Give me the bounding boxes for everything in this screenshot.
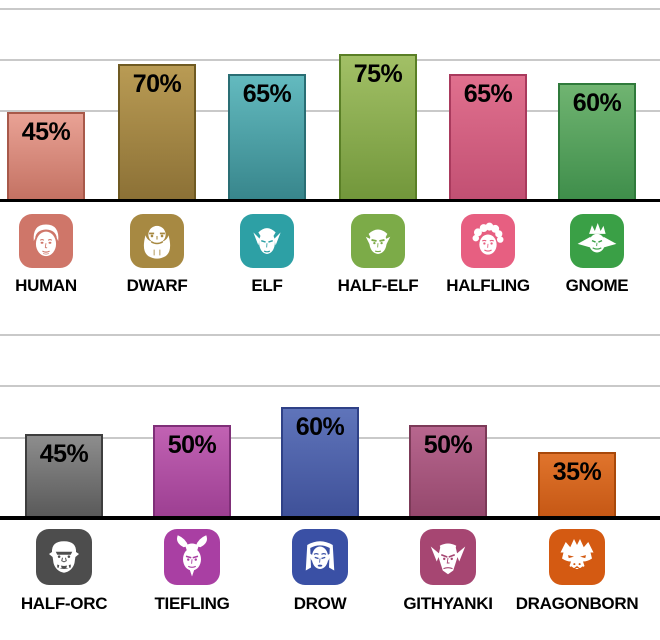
figure-githyanki: GITHYANKI bbox=[384, 529, 512, 614]
halfling-icon bbox=[461, 214, 515, 268]
figure-gnome: GNOME bbox=[542, 214, 652, 296]
gridline bbox=[0, 59, 660, 61]
dragonborn-icon bbox=[549, 529, 605, 585]
bar-value-label: 70% bbox=[132, 70, 182, 98]
race-label-dragonborn: DRAGONBORN bbox=[515, 594, 639, 613]
githyanki-icon bbox=[420, 529, 476, 585]
race-label-half-orc: HALF-ORC bbox=[20, 594, 108, 613]
figure-drow: DROW bbox=[256, 529, 384, 614]
race-label-dwarf: DWARF bbox=[126, 276, 188, 295]
drow-icon bbox=[292, 529, 348, 585]
race-label-githyanki: GITHYANKI bbox=[403, 594, 493, 613]
bar-value-label: 35% bbox=[552, 458, 602, 486]
bar-dragonborn: 35% bbox=[538, 452, 616, 516]
race-label-gnome: GNOME bbox=[565, 276, 629, 295]
bar-value-label: 65% bbox=[242, 80, 292, 108]
tiefling-icon bbox=[164, 529, 220, 585]
bar-half-elf: 75% bbox=[339, 54, 417, 199]
bottom-chart: 45% 50% 60% 50% 35% bbox=[0, 310, 660, 520]
bar-value-label: 45% bbox=[39, 440, 89, 468]
bar-value-label: 60% bbox=[572, 89, 622, 117]
bar-githyanki: 50% bbox=[409, 425, 487, 516]
bar-value-label: 65% bbox=[463, 80, 513, 108]
figure-halfling: HALFLING bbox=[433, 214, 543, 296]
race-label-half-elf: HALF-ELF bbox=[337, 276, 419, 295]
race-label-drow: DROW bbox=[293, 594, 347, 613]
gridline bbox=[0, 385, 660, 387]
figure-tiefling: TIEFLING bbox=[128, 529, 256, 614]
human-icon bbox=[19, 214, 73, 268]
bar-value-label: 60% bbox=[295, 413, 345, 441]
figure-dragonborn: DRAGONBORN bbox=[513, 529, 641, 614]
figure-human: HUMAN bbox=[0, 214, 101, 296]
figure-elf: ELF bbox=[212, 214, 322, 296]
race-label-halfling: HALFLING bbox=[446, 276, 530, 295]
bar-elf: 65% bbox=[228, 74, 306, 199]
bar-tiefling: 50% bbox=[153, 425, 231, 516]
figure-half-orc: HALF-ORC bbox=[0, 529, 128, 614]
bar-human: 45% bbox=[7, 112, 85, 199]
bar-gnome: 60% bbox=[558, 83, 636, 199]
bar-value-label: 50% bbox=[423, 431, 473, 459]
race-label-human: HUMAN bbox=[15, 276, 77, 295]
top-chart: 45% 70% 65% 75% 65% 60% bbox=[0, 0, 660, 202]
half-elf-icon bbox=[351, 214, 405, 268]
gridline bbox=[0, 8, 660, 10]
figure-dwarf: DWARF bbox=[102, 214, 212, 296]
bar-half-orc: 45% bbox=[25, 434, 103, 516]
bar-dwarf: 70% bbox=[118, 64, 196, 199]
bar-drow: 60% bbox=[281, 407, 359, 516]
bar-value-label: 45% bbox=[21, 118, 71, 146]
gridline bbox=[0, 334, 660, 336]
elf-icon bbox=[240, 214, 294, 268]
bar-value-label: 50% bbox=[167, 431, 217, 459]
race-label-tiefling: TIEFLING bbox=[154, 594, 230, 613]
dwarf-icon bbox=[130, 214, 184, 268]
half-orc-icon bbox=[36, 529, 92, 585]
gridline bbox=[0, 110, 660, 112]
gnome-icon bbox=[570, 214, 624, 268]
figure-half-elf: HALF-ELF bbox=[323, 214, 433, 296]
bar-value-label: 75% bbox=[353, 60, 403, 88]
bar-halfling: 65% bbox=[449, 74, 527, 199]
race-label-elf: ELF bbox=[251, 276, 283, 295]
